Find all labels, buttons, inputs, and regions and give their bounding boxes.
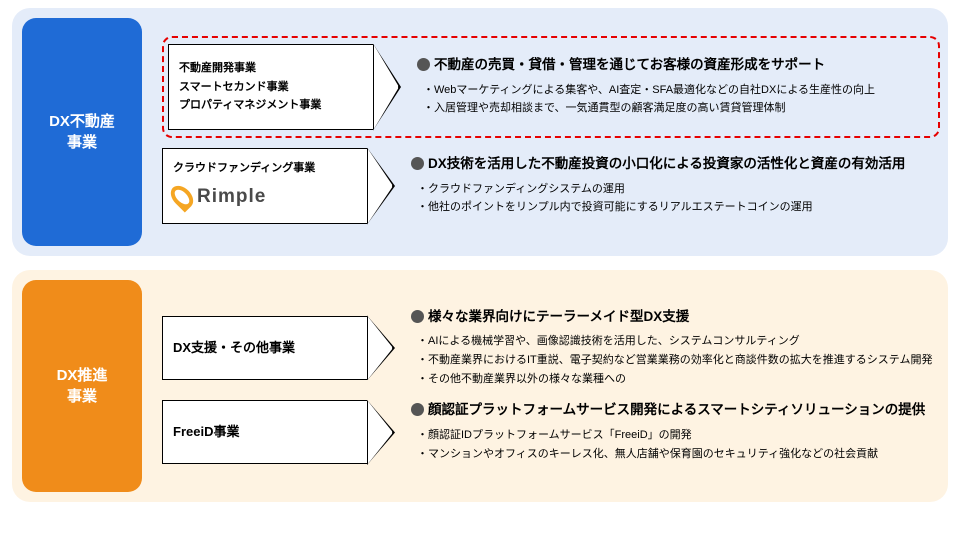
- segment-label: DX推進事業: [22, 280, 142, 492]
- row: DX支援・その他事業 様々な業界向けにテーラーメイド型DX支援 AIによる機械学習や…: [162, 302, 948, 395]
- bullet-item: 不動産業界におけるIT重説、電子契約など営業業務の効率化と商談件数の拡大を推進す…: [417, 351, 948, 370]
- bullet-list: Webマーケティングによる集客や、AI査定・SFA最適化などの自社DXによる生産…: [417, 81, 934, 118]
- bullet-item: その他不動産業界以外の様々な業種への: [417, 370, 948, 389]
- arrow-box: FreeiD事業: [162, 400, 367, 464]
- row-highlighted: 不動産開発事業スマートセカンド事業プロパティマネジメント事業不動産の売買・貸借・…: [162, 36, 940, 138]
- headline: DX技術を活用した不動産投資の小口化による投資家の活性化と資産の有効活用: [411, 155, 948, 174]
- bullet-dot-icon: [411, 157, 424, 170]
- bullet-item: AIによる機械学習や、画像認識技術を活用した、システムコンサルティング: [417, 332, 948, 351]
- arrow-line: クラウドファンディング事業: [173, 159, 361, 178]
- bullet-dot-icon: [411, 310, 424, 323]
- arrow-line: 不動産開発事業: [179, 59, 367, 78]
- bullet-dot-icon: [417, 58, 430, 71]
- description: 顔認証プラットフォームサービス開発によるスマートシティソリューションの提供顔認証…: [367, 401, 948, 463]
- arrow-line: プロパティマネジメント事業: [179, 96, 367, 115]
- segment-body: 不動産開発事業スマートセカンド事業プロパティマネジメント事業不動産の売買・貸借・…: [152, 8, 948, 256]
- description: 不動産の売買・貸借・管理を通じてお客様の資産形成をサポート Webマーケティングに…: [373, 56, 934, 118]
- bullet-list: 顔認証IDプラットフォームサービス「FreeiD」の開発マンションやオフィスのキ…: [411, 426, 948, 463]
- bullet-item: 入居管理や売却相談まで、一気通貫型の顧客満足度の高い賃貸管理体制: [423, 99, 934, 118]
- arrow-box: 不動産開発事業スマートセカンド事業プロパティマネジメント事業: [168, 44, 373, 130]
- arrow-box: DX支援・その他事業: [162, 316, 367, 380]
- headline: 様々な業界向けにテーラーメイド型DX支援: [411, 308, 948, 327]
- headline-text: 顔認証プラットフォームサービス開発によるスマートシティソリューションの提供: [428, 401, 925, 420]
- row: FreeiD事業顔認証プラットフォームサービス開発によるスマートシティソリューシ…: [162, 394, 948, 470]
- arrow-box: クラウドファンディング事業 Rimple: [162, 148, 367, 224]
- bullet-list: AIによる機械学習や、画像認識技術を活用した、システムコンサルティング不動産業界…: [411, 332, 948, 388]
- headline-text: DX技術を活用した不動産投資の小口化による投資家の活性化と資産の有効活用: [428, 155, 905, 174]
- rimple-brand: Rimple: [173, 181, 361, 213]
- description: DX技術を活用した不動産投資の小口化による投資家の活性化と資産の有効活用クラウド…: [367, 155, 948, 217]
- bullet-dot-icon: [411, 403, 424, 416]
- headline: 不動産の売買・貸借・管理を通じてお客様の資産形成をサポート: [417, 56, 934, 75]
- bullet-item: クラウドファンディングシステムの運用: [417, 180, 948, 199]
- segment-label: DX不動産事業: [22, 18, 142, 246]
- bullet-item: 他社のポイントをリンプル内で投資可能にするリアルエステートコインの運用: [417, 198, 948, 217]
- bullet-item: Webマーケティングによる集客や、AI査定・SFA最適化などの自社DXによる生産…: [423, 81, 934, 100]
- headline-text: 不動産の売買・貸借・管理を通じてお客様の資産形成をサポート: [434, 56, 825, 75]
- bullet-list: クラウドファンディングシステムの運用他社のポイントをリンプル内で投資可能にするリ…: [411, 180, 948, 217]
- segment-body: DX支援・その他事業 様々な業界向けにテーラーメイド型DX支援 AIによる機械学習や…: [152, 270, 948, 502]
- rimple-wordmark: Rimple: [197, 181, 266, 213]
- headline-text: 様々な業界向けにテーラーメイド型DX支援: [428, 308, 689, 327]
- description: 様々な業界向けにテーラーメイド型DX支援 AIによる機械学習や、画像認識技術を活用…: [367, 308, 948, 389]
- bullet-item: 顔認証IDプラットフォームサービス「FreeiD」の開発: [417, 426, 948, 445]
- arrow-line: DX支援・その他事業: [173, 337, 361, 359]
- row: クラウドファンディング事業 Rimple DX技術を活用した不動産投資の小口化による…: [162, 142, 948, 230]
- segment-dx-promotion: DX推進事業 DX支援・その他事業 様々な業界向けにテーラーメイド型DX支援 AIによ…: [12, 270, 948, 502]
- arrow-line: スマートセカンド事業: [179, 78, 367, 97]
- headline: 顔認証プラットフォームサービス開発によるスマートシティソリューションの提供: [411, 401, 948, 420]
- segment-dx-real-estate: DX不動産事業不動産開発事業スマートセカンド事業プロパティマネジメント事業不動産…: [12, 8, 948, 256]
- bullet-item: マンションやオフィスのキーレス化、無人店舗や保育園のセキュリティ強化などの社会貢…: [417, 445, 948, 464]
- arrow-line: FreeiD事業: [173, 421, 361, 443]
- rimple-pin-icon: [166, 182, 197, 213]
